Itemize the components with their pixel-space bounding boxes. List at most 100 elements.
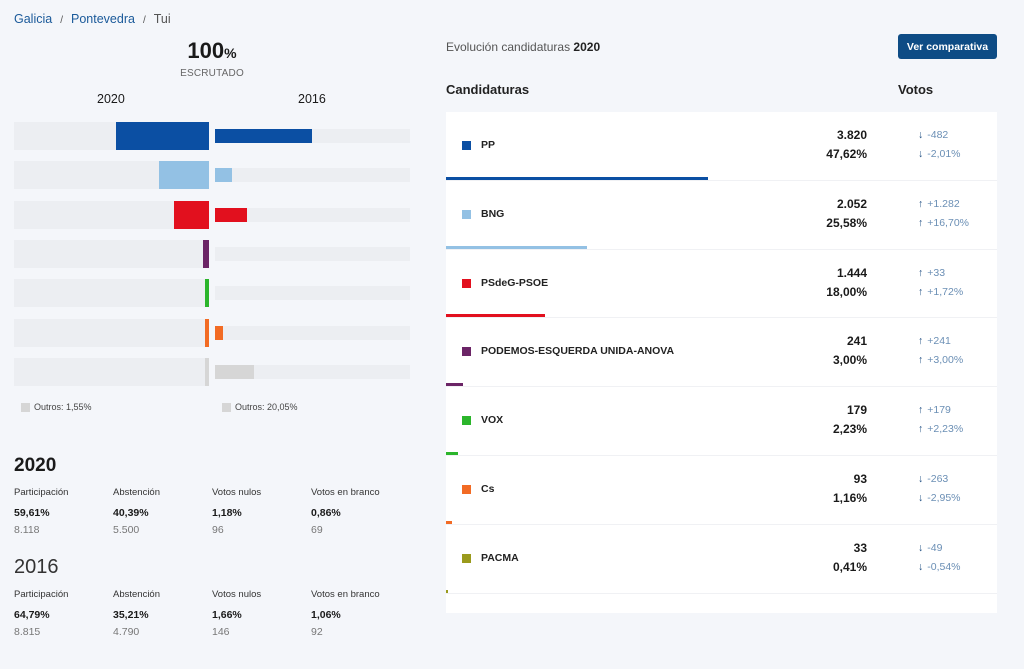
stat-cell: Votos nulos 1,66% 146 <box>212 589 311 638</box>
breadcrumb-pontevedra[interactable]: Pontevedra <box>71 12 135 26</box>
bar-2020-outros <box>205 357 209 386</box>
bar-2020-pp <box>116 122 209 150</box>
compare-button[interactable]: Ver comparativa <box>898 34 997 59</box>
stat-label: Participación <box>14 589 69 600</box>
votes-diff: +33 <box>927 266 946 279</box>
party-progress-bar <box>446 314 546 318</box>
pct-diff: -2,95% <box>927 491 961 504</box>
pct-diff: -0,54% <box>927 560 961 573</box>
party-name: Cs <box>481 482 495 495</box>
track-2016 <box>215 207 410 222</box>
pct-diff: +16,70% <box>927 216 969 229</box>
stat-cell: Abstención 35,21% 4.790 <box>113 589 212 638</box>
votes-diff: -263 <box>927 472 949 485</box>
party-pct: 18,00% <box>826 284 867 299</box>
track-2016 <box>215 325 410 340</box>
stats-2016: 2016 Participación 64,79% 8.815 Abstención 35… <box>14 556 414 638</box>
track-2016 <box>215 246 410 261</box>
candidature-row[interactable]: BNG 2.052 25,58% ↑ +1.282 ↑ +16,70% <box>446 181 997 250</box>
pct-diff: +2,23% <box>927 423 964 436</box>
arrow-up-icon: ↑ <box>918 197 924 210</box>
track-2020 <box>14 357 209 386</box>
arrow-up-icon: ↑ <box>918 335 924 348</box>
party-name: VOX <box>481 414 504 427</box>
party-color-swatch <box>462 209 471 219</box>
arrow-up-icon: ↑ <box>918 354 924 367</box>
party-progress-bar <box>446 383 463 387</box>
arrow-down-icon: ↓ <box>918 472 924 485</box>
bar-2016-outros <box>215 364 255 379</box>
candidature-row[interactable]: VOX 179 2,23% ↑ +179 ↑ +2,23% <box>446 387 997 456</box>
breadcrumb-current: Tui <box>153 12 171 26</box>
bar-2016-bng <box>215 168 233 183</box>
arrow-up-icon: ↑ <box>918 266 924 279</box>
breadcrumb: Galicia / Pontevedra / Tui <box>14 12 171 26</box>
stat-pct: 64,79% <box>14 609 50 621</box>
outros-swatch <box>222 402 231 412</box>
party-name: BNG <box>481 207 505 220</box>
party-name: PP <box>481 139 496 151</box>
stat-label: Votos en branco <box>311 589 380 600</box>
party-progress-bar <box>446 589 449 593</box>
party-color-swatch <box>462 347 471 357</box>
arrow-down-icon: ↓ <box>918 560 924 573</box>
arrow-down-icon: ↓ <box>918 491 924 504</box>
party-votes: 179 <box>846 403 867 418</box>
party-pct: 2,23% <box>832 422 867 437</box>
track-2016 <box>215 286 410 301</box>
bar-2016-pp <box>215 129 312 143</box>
party-color-swatch <box>462 553 471 563</box>
stat-label: Votos en branco <box>311 487 380 498</box>
stats-year: 2020 <box>14 455 57 476</box>
scrutiny-label: ESCRUTADO <box>180 68 244 79</box>
outros-swatch <box>21 402 30 412</box>
votes-diff: -482 <box>927 129 949 141</box>
votes-diff: -49 <box>927 541 943 554</box>
candidature-row[interactable]: Cs 93 1,16% ↓ -263 ↓ -2,95% <box>446 456 997 525</box>
stat-count: 92 <box>311 626 323 638</box>
party-name: PSdeG-PSOE <box>481 276 549 289</box>
party-color-swatch <box>462 484 471 494</box>
scrutiny-value: 100 <box>187 38 225 63</box>
candidature-row[interactable]: PSdeG-PSOE 1.444 18,00% ↑ +33 ↑ +1,72% <box>446 250 997 319</box>
party-pct: 3,00% <box>832 353 867 368</box>
candidature-row[interactable]: PODEMOS-ESQUERDA UNIDA-ANOVA 241 3,00% ↑ +… <box>446 318 997 388</box>
stat-pct: 40,39% <box>113 507 149 519</box>
candidature-row[interactable]: PP 3.820 47,62% ↓ -482 ↓ -2,01% <box>446 112 997 181</box>
stat-label: Votos nulos <box>212 589 262 600</box>
track-2016 <box>215 168 410 183</box>
party-votes: 1.444 <box>836 265 867 280</box>
party-progress-bar <box>446 245 587 249</box>
party-progress-bar <box>446 520 453 524</box>
outros-current: Outros: 1,55% <box>21 402 92 412</box>
bar-2020-psdeg-psoe <box>173 200 209 229</box>
bar-2016-cs <box>215 325 223 340</box>
arrow-down-icon: ↓ <box>918 129 924 141</box>
arrow-up-icon: ↑ <box>918 216 924 229</box>
party-pct: 25,58% <box>826 215 867 230</box>
stat-pct: 1,66% <box>212 609 242 621</box>
stat-cell: Votos en branco 1,06% 92 <box>311 589 410 638</box>
votes-diff: +179 <box>927 404 951 417</box>
stat-cell: Participación 64,79% 8.815 <box>14 589 113 638</box>
candidature-row[interactable]: PACMA 33 0,41% ↓ -49 ↓ -0,54% <box>446 525 997 594</box>
breadcrumb-galicia[interactable]: Galicia <box>14 12 53 26</box>
scrutiny-unit: % <box>224 45 237 61</box>
stat-count: 4.790 <box>113 626 140 638</box>
candidatures-list[interactable]: PP 3.820 47,62% ↓ -482 ↓ -2,01% BNG 2.052 25,… <box>446 112 997 613</box>
track-2020 <box>14 318 209 347</box>
pct-diff: +1,72% <box>927 285 964 298</box>
bar-2020-podemos-esquerda unida-anova <box>203 239 209 268</box>
outros-previous: Outros: 20,05% <box>222 402 298 412</box>
party-name: PACMA <box>481 551 519 564</box>
votes-diff: +1.282 <box>927 197 960 210</box>
stat-count: 146 <box>212 626 230 638</box>
stat-cell: Votos nulos 1,18% 96 <box>212 487 311 536</box>
stat-pct: 59,61% <box>14 507 50 519</box>
stat-cell: Participación 59,61% 8.118 <box>14 487 113 536</box>
column-header-candidatures: Candidaturas <box>446 82 530 97</box>
party-pct: 47,62% <box>826 147 867 161</box>
evolution-title: Evolución candidaturas 2020 <box>446 40 600 54</box>
stat-label: Votos nulos <box>212 487 262 498</box>
track-2016 <box>215 364 410 379</box>
